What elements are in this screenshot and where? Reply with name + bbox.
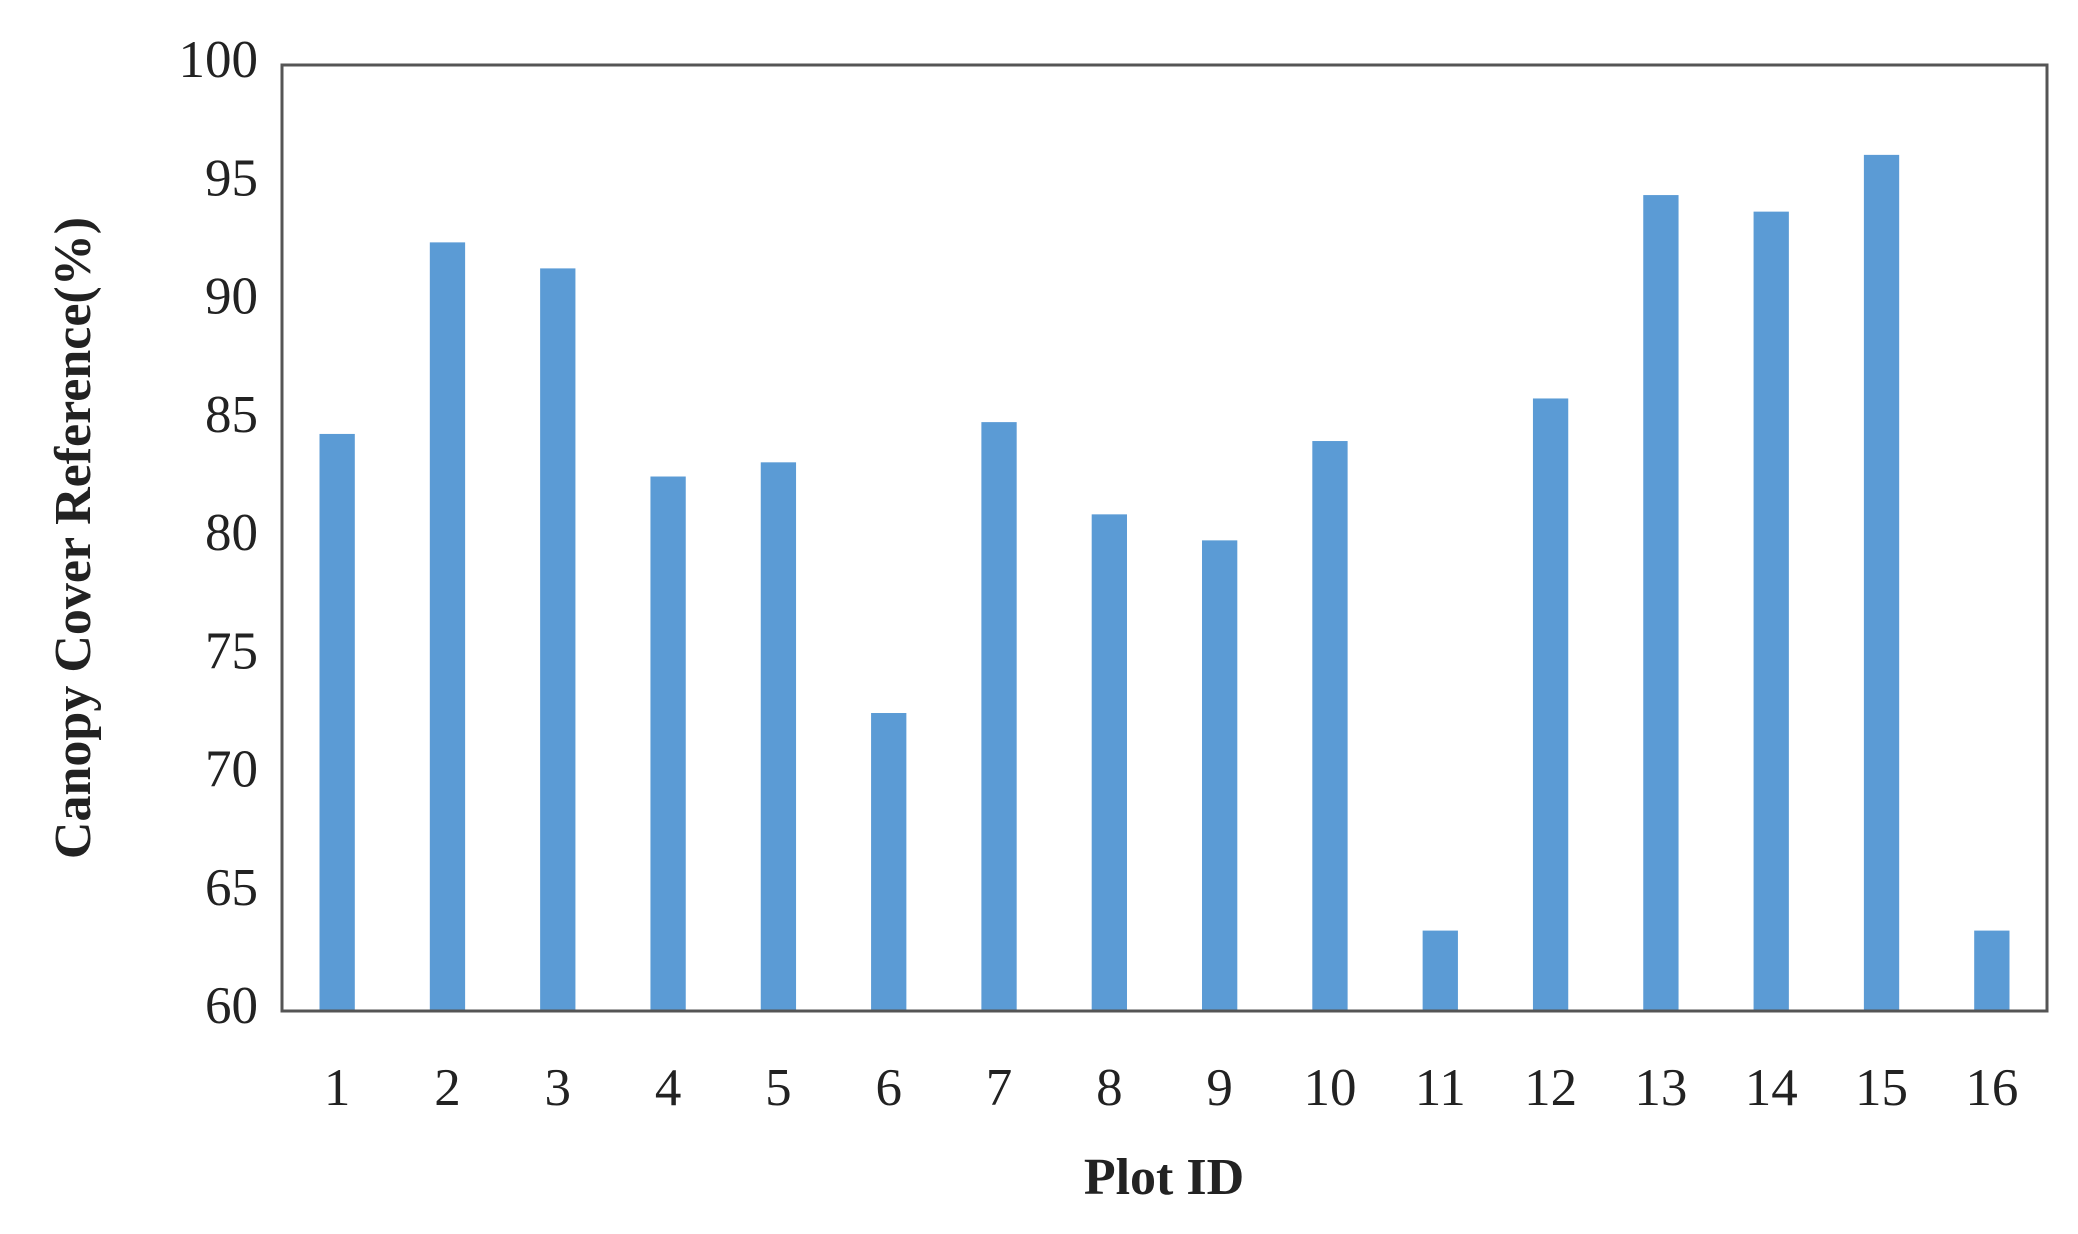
bar: [1202, 540, 1238, 1011]
y-tick-label: 65: [205, 859, 258, 917]
x-tick-label: 9: [1206, 1059, 1233, 1117]
x-tick-label: 10: [1303, 1059, 1356, 1117]
y-tick-label: 75: [205, 622, 258, 680]
x-tick-label: 13: [1634, 1059, 1687, 1117]
y-tick-label: 95: [205, 149, 258, 207]
bar: [1863, 154, 1900, 1011]
x-tick-label: 6: [875, 1059, 902, 1117]
x-tick-label: 8: [1096, 1059, 1123, 1117]
y-tick-label: 100: [179, 31, 259, 89]
bar: [1422, 930, 1458, 1011]
x-tick-label: 14: [1745, 1059, 1798, 1117]
bar: [540, 268, 576, 1011]
x-tick-label: 12: [1524, 1059, 1577, 1117]
x-tick-label: 2: [434, 1059, 461, 1117]
bar: [871, 713, 907, 1011]
y-tick-label: 70: [205, 741, 258, 799]
x-tick-label: 15: [1855, 1059, 1908, 1117]
y-tick-label: 80: [205, 504, 258, 562]
x-tick-label: 1: [324, 1059, 351, 1117]
y-axis-title: Canopy Cover Reference(%): [45, 217, 102, 859]
x-tick-label: 16: [1965, 1059, 2018, 1117]
bar: [1532, 398, 1569, 1012]
bar: [760, 462, 797, 1011]
x-tick-label: 7: [986, 1059, 1013, 1117]
plot-frame: [280, 63, 2049, 1013]
x-tick-label: 3: [545, 1059, 572, 1117]
bar: [650, 476, 686, 1011]
x-tick-label: 5: [765, 1059, 792, 1117]
x-tick-label: 4: [655, 1059, 682, 1117]
y-tick-label: 60: [205, 977, 258, 1035]
bar: [1753, 211, 1789, 1011]
bar: [981, 422, 1017, 1011]
x-tick-label: 11: [1415, 1059, 1466, 1117]
bar: [1091, 514, 1127, 1011]
bar: [1312, 441, 1348, 1011]
y-tick-label: 85: [205, 386, 258, 444]
bar: [319, 433, 355, 1011]
x-axis-title: Plot ID: [1084, 1149, 1244, 1206]
bar: [1974, 930, 2010, 1011]
bar: [429, 242, 466, 1011]
y-tick-label: 90: [205, 268, 258, 326]
bar: [1643, 195, 1679, 1011]
